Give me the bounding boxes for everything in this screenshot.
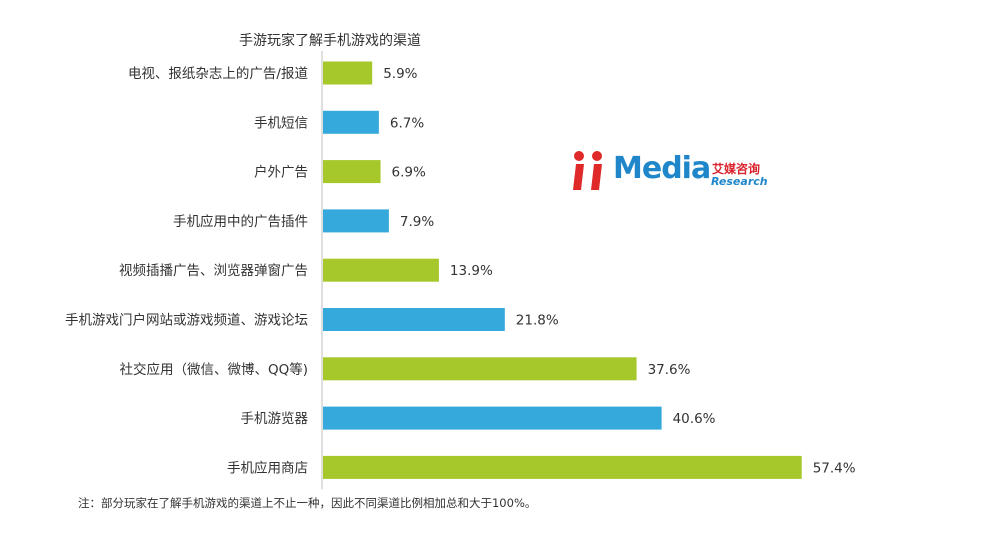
- imedia-logo-mark-icon: [573, 151, 602, 190]
- value-label: 57.4%: [813, 460, 856, 476]
- category-label: 电视、报纸杂志上的广告/报道: [128, 66, 308, 82]
- category-label: 手机游览器: [241, 411, 309, 427]
- value-label: 37.6%: [648, 362, 691, 378]
- value-label: 21.8%: [516, 313, 559, 329]
- bar: [323, 406, 662, 430]
- value-label: 7.9%: [400, 214, 434, 230]
- logo-cn-text: 艾媒咨询: [712, 162, 761, 176]
- footnote: 注：部分玩家在了解手机游戏的渠道上不止一种，因此不同渠道比例相加总和大于100%…: [78, 496, 537, 510]
- bar: [323, 357, 637, 381]
- value-label: 5.9%: [383, 66, 417, 82]
- bar: [323, 308, 505, 331]
- value-label: 40.6%: [673, 411, 716, 427]
- bar: [323, 258, 439, 282]
- category-label: 视频插播广告、浏览器弹窗广告: [119, 262, 308, 279]
- logo-en-text: Research: [711, 175, 768, 188]
- chart-title: 手游玩家了解手机游戏的渠道: [239, 33, 421, 49]
- bar: [323, 61, 373, 85]
- category-label: 手机应用商店: [227, 459, 308, 476]
- imedia-logo: Media 艾媒咨询 Research: [573, 148, 773, 196]
- bar: [323, 455, 802, 479]
- category-label: 手机游戏门户网站或游戏频道、游戏论坛: [65, 312, 308, 329]
- bar: [323, 110, 379, 134]
- bar: [323, 209, 389, 233]
- value-label: 6.7%: [390, 115, 424, 131]
- bar: [323, 160, 381, 184]
- category-label: 手机应用中的广告插件: [173, 213, 308, 230]
- logo-wordmark: Media: [613, 151, 711, 186]
- category-label: 手机短信: [254, 115, 308, 131]
- category-label: 户外广告: [254, 164, 308, 181]
- value-label: 13.9%: [450, 263, 493, 279]
- category-label: 社交应用（微信、微博、QQ等): [119, 361, 308, 378]
- value-label: 6.9%: [392, 165, 426, 181]
